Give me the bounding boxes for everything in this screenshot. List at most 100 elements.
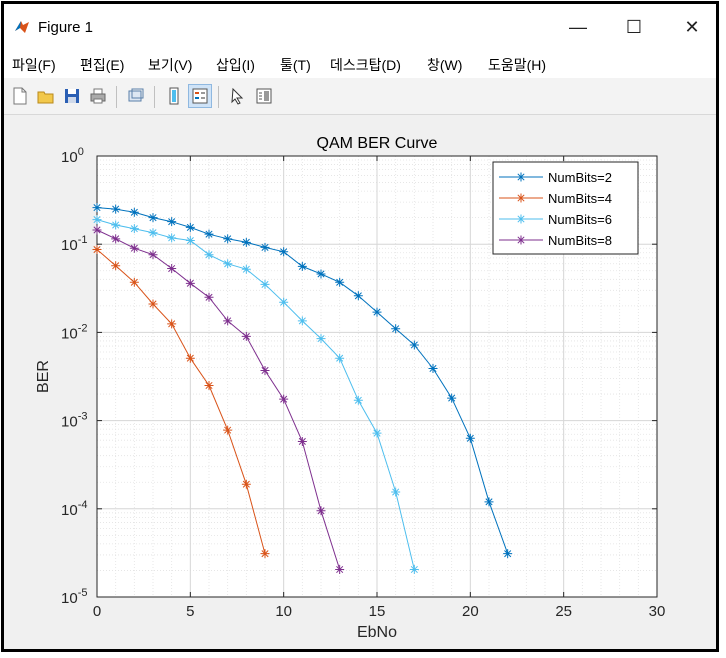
menu-desktop[interactable]: 데스크탑(D) [330, 57, 401, 73]
data-point [167, 217, 177, 227]
data-point [92, 245, 102, 255]
data-point [260, 549, 270, 559]
toolbar-separator [218, 86, 219, 108]
data-point [428, 363, 438, 373]
y-axis-label: BER [35, 360, 52, 393]
menu-help[interactable]: 도움말(H) [488, 57, 547, 73]
window-title: Figure 1 [38, 19, 94, 36]
data-point [129, 207, 139, 217]
data-point [297, 436, 307, 446]
insert-colorbar-button[interactable] [162, 84, 186, 108]
open-file-button[interactable] [34, 84, 58, 108]
legend-label: NumBits=8 [548, 233, 612, 248]
data-point [111, 261, 121, 271]
data-point [204, 250, 214, 260]
data-point [92, 225, 102, 235]
data-point [503, 549, 513, 559]
x-axis-label: EbNo [357, 624, 397, 641]
legend-marker [516, 235, 526, 245]
chart-title: QAM BER Curve [317, 135, 438, 152]
y-tick-label: 10-5 [61, 587, 87, 607]
data-point [241, 264, 251, 274]
data-point [223, 425, 233, 435]
data-point [297, 261, 307, 271]
data-point [316, 269, 326, 279]
save-button[interactable] [60, 84, 84, 108]
maximize-icon: ☐ [625, 16, 643, 37]
data-point [260, 242, 270, 252]
legend-label: NumBits=2 [548, 170, 612, 185]
data-point [279, 297, 289, 307]
data-point [279, 394, 289, 404]
data-point [185, 222, 195, 232]
legend-icon [192, 88, 208, 104]
data-point [409, 340, 419, 350]
open-file-icon [37, 91, 54, 104]
legend-label: NumBits=6 [548, 212, 612, 227]
maximize-button[interactable]: ☐ [614, 14, 654, 40]
data-point [484, 497, 494, 507]
series-line [96, 229, 341, 570]
data-point [129, 243, 139, 253]
data-point [167, 319, 177, 329]
data-point [111, 220, 121, 230]
series-line [96, 249, 266, 554]
data-point [372, 307, 382, 317]
property-inspector-icon [256, 88, 272, 104]
data-point [372, 428, 382, 438]
data-point [335, 353, 345, 363]
menu-edit[interactable]: 편집(E) [80, 57, 125, 73]
menu-window[interactable]: 창(W) [427, 57, 463, 73]
x-tick-label: 0 [93, 603, 101, 620]
data-point [241, 237, 251, 247]
data-point [335, 565, 345, 575]
y-tick-label: 10-3 [61, 411, 87, 431]
data-point [92, 215, 102, 225]
data-point [204, 292, 214, 302]
menu-insert[interactable]: 삽입(I) [216, 57, 255, 73]
x-tick-label: 20 [462, 603, 479, 620]
data-point [129, 224, 139, 234]
save-icon [65, 89, 79, 103]
print-button[interactable] [86, 84, 110, 108]
data-point [316, 506, 326, 516]
y-tick-label: 100 [61, 146, 84, 166]
data-point [185, 236, 195, 246]
menu-view[interactable]: 보기(V) [148, 57, 193, 73]
toolbar-separator [116, 86, 117, 108]
insert-legend-button[interactable] [188, 84, 212, 108]
matlab-app-icon [15, 21, 29, 33]
menu-file[interactable]: 파일(F) [12, 57, 56, 73]
colorbar-icon [169, 87, 179, 105]
data-point [335, 277, 345, 287]
data-point [447, 393, 457, 403]
close-button[interactable]: ✕ [672, 14, 712, 40]
legend-marker [516, 214, 526, 224]
figure-window: Figure 1 — ☐ ✕ 파일(F) 편집(E) 보기(V) 삽입(I) 툴… [1, 1, 719, 652]
data-point [148, 213, 158, 223]
data-point [353, 291, 363, 301]
title-bar[interactable]: Figure 1 — ☐ ✕ [4, 4, 716, 48]
qam-ber-chart: 0 5 10 15 20 25 30 10-5 10-4 10-3 10-2 10-1 100 QAM B… [35, 135, 665, 641]
x-tick-label: 15 [369, 603, 386, 620]
x-tick-label: 25 [555, 603, 572, 620]
data-point [260, 365, 270, 375]
menu-tools[interactable]: 툴(T) [280, 57, 311, 73]
property-inspector-button[interactable] [252, 84, 276, 108]
data-point [148, 228, 158, 238]
data-point [111, 234, 121, 244]
data-point [465, 433, 475, 443]
menu-bar: 파일(F) 편집(E) 보기(V) 삽입(I) 툴(T) 데스크탑(D) 창(W… [4, 48, 716, 78]
y-tick-label: 10-1 [61, 234, 87, 254]
data-point [241, 479, 251, 489]
data-point [353, 395, 363, 405]
minimize-button[interactable]: — [558, 14, 598, 40]
data-point [391, 487, 401, 497]
toolbar [4, 78, 716, 115]
new-figure-button[interactable] [8, 84, 32, 108]
data-point [204, 229, 214, 239]
data-point [297, 316, 307, 326]
series-line [96, 219, 415, 570]
link-plot-button[interactable] [124, 84, 148, 108]
edit-plot-button[interactable] [226, 84, 250, 108]
